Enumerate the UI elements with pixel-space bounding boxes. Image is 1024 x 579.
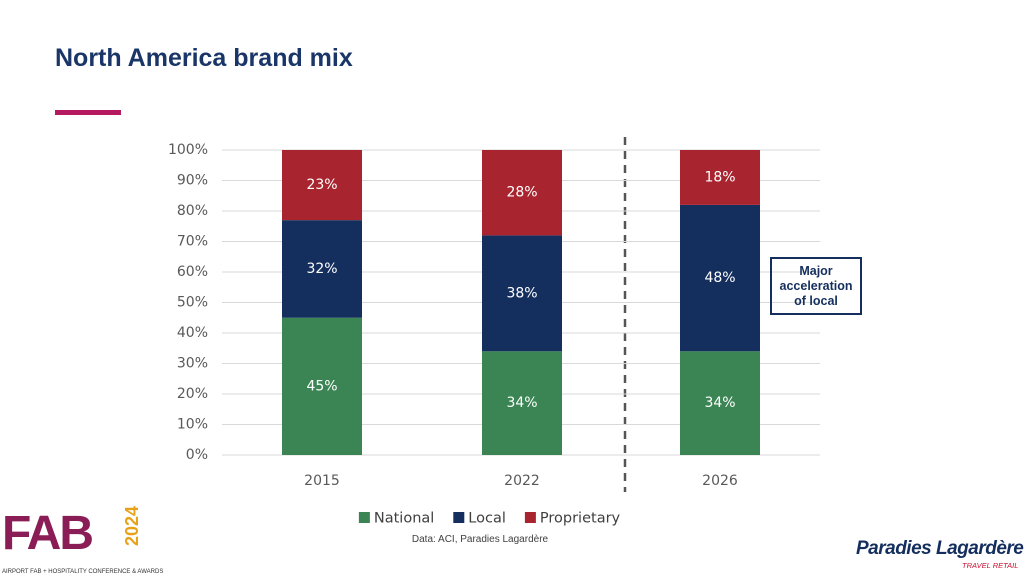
value-label: 34% xyxy=(506,395,537,411)
bar-segment xyxy=(680,351,760,455)
bar-segment xyxy=(482,351,562,455)
source: Data: ACI, Paradies Lagardère xyxy=(411,534,549,545)
value-label: 28% xyxy=(506,185,537,201)
bar-segment xyxy=(282,317,362,455)
legend-label: Local xyxy=(468,511,506,527)
value-label: 48% xyxy=(704,270,735,286)
y-tick-label: 100% xyxy=(168,142,208,158)
y-tick-label: 50% xyxy=(177,295,208,311)
company-tagline: TRAVEL RETAIL xyxy=(962,561,1019,570)
x-tick-label: 2026 xyxy=(702,473,738,489)
accent-bar xyxy=(55,110,121,115)
x-tick-label: 2015 xyxy=(304,473,340,489)
legend-swatch xyxy=(524,512,536,523)
y-tick-label: 70% xyxy=(177,234,208,250)
bar-segment xyxy=(680,150,760,205)
y-tick-label: 40% xyxy=(177,325,208,341)
annotation: Major acceleration of local xyxy=(770,257,862,315)
bar-segment xyxy=(282,150,362,221)
legend-label: Proprietary xyxy=(540,511,621,527)
value-label: 32% xyxy=(306,261,337,277)
value-label: 18% xyxy=(704,169,735,185)
x-tick-label: 2022 xyxy=(504,473,540,489)
y-tick-label: 80% xyxy=(177,203,208,219)
y-tick-label: 10% xyxy=(177,417,208,433)
bar-segment xyxy=(482,150,562,236)
value-label: 45% xyxy=(306,378,337,394)
event-year: 2024 xyxy=(122,505,142,546)
value-label: 34% xyxy=(704,395,735,411)
value-label: 38% xyxy=(506,285,537,301)
company-logo: Paradies Lagardère xyxy=(856,538,1024,559)
y-tick-label: 30% xyxy=(177,356,208,372)
y-tick-label: 60% xyxy=(177,264,208,280)
legend-swatch xyxy=(453,512,465,523)
legend-label: National xyxy=(374,511,434,527)
bar-segment xyxy=(680,204,760,352)
bar-segment xyxy=(282,220,362,318)
slide-title: North America brand mix xyxy=(55,44,353,72)
y-tick-label: 0% xyxy=(186,447,208,463)
legend-swatch xyxy=(358,512,370,523)
event-caption: AIRPORT FAB + HOSPITALITY CONFERENCE & A… xyxy=(2,569,164,575)
bar-segment xyxy=(482,235,562,352)
event-logo: FAB xyxy=(2,507,94,560)
y-tick-label: 90% xyxy=(177,173,208,189)
value-label: 23% xyxy=(306,177,337,193)
y-tick-label: 20% xyxy=(177,386,208,402)
